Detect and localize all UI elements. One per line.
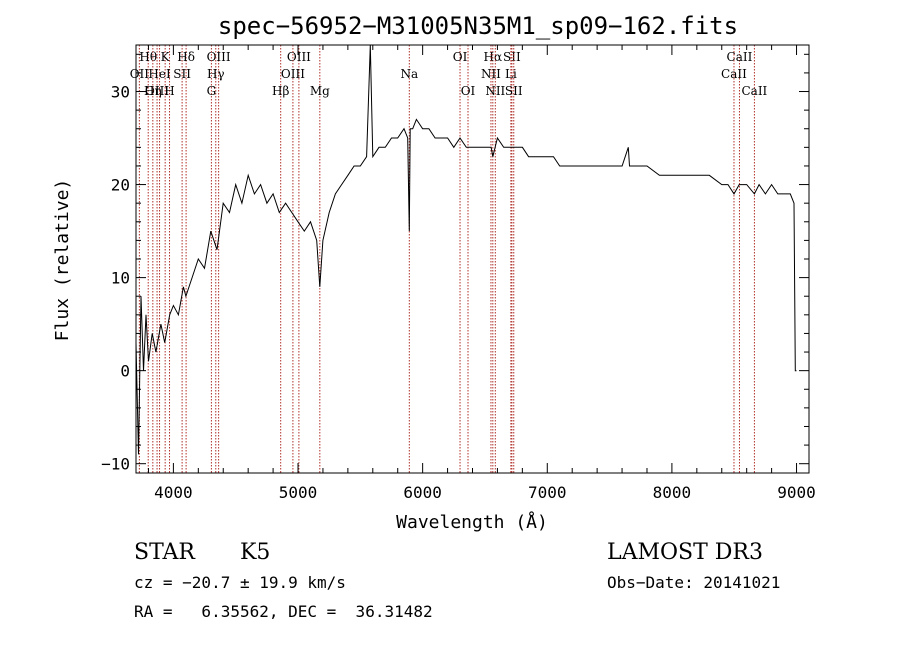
line-marker-label: NII [481, 67, 501, 81]
line-marker-label: K [161, 50, 171, 64]
line-marker-label: CaII [721, 67, 747, 81]
x-tick-label: 6000 [403, 483, 442, 502]
plot-frame [135, 44, 810, 474]
y-tick-label: −10 [101, 455, 130, 474]
y-axis-ticks: −10 0 10 20 30 [101, 53, 809, 474]
line-marker-label: CaII [727, 50, 753, 64]
survey-name: LAMOST DR3 [607, 540, 763, 565]
line-marker-label: OIII [145, 84, 169, 98]
line-marker-label: OI [461, 84, 476, 98]
line-marker-label: SII [503, 50, 521, 64]
object-subclass: K5 [240, 540, 271, 565]
line-marker-label: OII [130, 67, 150, 81]
observation-date: Obs−Date: 20141021 [607, 573, 781, 592]
y-axis-label: Flux (relative) [52, 179, 73, 342]
x-axis-ticks: 4000 5000 6000 7000 8000 9000 [147, 45, 816, 502]
line-marker-label: Hθ [139, 50, 157, 64]
chart-title: spec−56952−M31005N35M1_sp09−162.fits [218, 12, 738, 40]
x-tick-label: 7000 [528, 483, 567, 502]
x-tick-label: 5000 [279, 483, 318, 502]
spectrum-series-line [135, 44, 797, 455]
line-marker-label: HeI [148, 67, 171, 81]
line-marker-label: H [164, 84, 174, 98]
line-marker-label: NII [485, 84, 505, 98]
line-marker-label: OIII [287, 50, 311, 64]
line-marker-label: Li [505, 67, 517, 81]
line-marker-label: Hη [144, 84, 162, 98]
line-marker-label: OIII [207, 50, 231, 64]
line-marker-label: SII [173, 67, 191, 81]
line-marker-label: Hδ [177, 50, 195, 64]
line-marker-label: Hγ [207, 67, 225, 81]
line-marker-label: SII [505, 84, 523, 98]
x-tick-label: 4000 [154, 483, 193, 502]
x-tick-label: 8000 [653, 483, 692, 502]
line-marker-label: Mg [310, 84, 330, 98]
line-marker-label: G [207, 84, 217, 98]
x-axis-label: Wavelength (Å) [396, 511, 548, 533]
y-tick-label: 0 [120, 362, 130, 381]
line-marker-label: Hα [484, 50, 503, 64]
coordinates: RA = 6.35562, DEC = 36.31482 [134, 602, 433, 621]
line-marker-label: CaII [741, 84, 767, 98]
y-tick-label: 30 [111, 83, 130, 102]
line-marker-label: Hβ [272, 84, 289, 98]
y-tick-label: 10 [111, 269, 130, 288]
line-marker-label: Na [400, 67, 418, 81]
y-tick-label: 20 [111, 176, 130, 195]
line-marker-label: OI [453, 50, 468, 64]
object-class: STAR [134, 540, 195, 565]
redshift-velocity: cz = −20.7 ± 19.9 km/s [134, 573, 346, 592]
x-tick-label: 9000 [777, 483, 816, 502]
line-marker-label: OIII [281, 67, 305, 81]
